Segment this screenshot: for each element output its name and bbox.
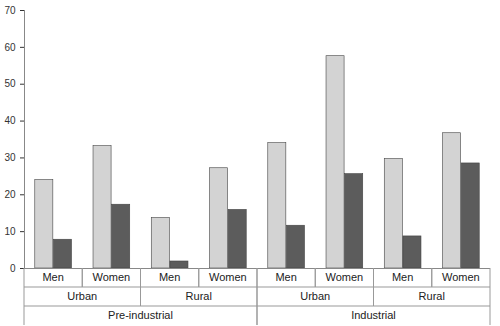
svg-text:20: 20 <box>4 189 16 200</box>
html-text:Deaf cohort: Deaf cohort <box>185 2 243 14</box>
svg-text:60: 60 <box>4 42 16 53</box>
svg-text:30: 30 <box>4 152 16 163</box>
html-text:Sibling cohort: Sibling cohort <box>277 2 344 14</box>
svg-text:Rural: Rural <box>419 290 445 302</box>
svg-text:0: 0 <box>10 263 16 274</box>
svg-text:Women: Women <box>326 271 364 283</box>
svg-text:Urban: Urban <box>300 290 330 302</box>
svg-text:40: 40 <box>4 115 16 126</box>
svg-text:Men: Men <box>42 271 63 283</box>
svg-text:Women: Women <box>442 271 480 283</box>
svg-text:Rural: Rural <box>186 290 212 302</box>
svg-text:Men: Men <box>159 271 180 283</box>
svg-text:70: 70 <box>4 5 16 16</box>
svg-text:Men: Men <box>275 271 296 283</box>
svg-text:Men: Men <box>392 271 413 283</box>
svg-text:Women: Women <box>93 271 131 283</box>
svg-text:Urban: Urban <box>67 290 97 302</box>
svg-text:Industrial: Industrial <box>351 309 396 321</box>
svg-text:50: 50 <box>4 78 16 89</box>
svg-text:10: 10 <box>4 226 16 237</box>
svg-text:Women: Women <box>209 271 247 283</box>
svg-text:Pre-industrial: Pre-industrial <box>108 309 173 321</box>
